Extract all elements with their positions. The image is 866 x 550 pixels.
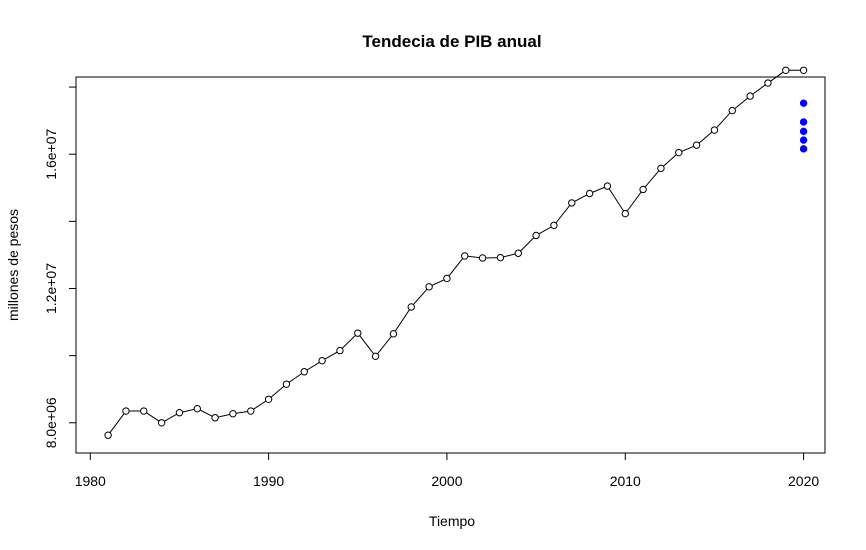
- forecast-point: [799, 118, 808, 126]
- data-point: [764, 79, 772, 87]
- data-point: [782, 66, 790, 74]
- data-point: [211, 414, 219, 422]
- data-point: [425, 283, 433, 291]
- x-tick-label: 2010: [610, 473, 641, 489]
- data-point: [657, 164, 665, 173]
- forecast-point: [799, 136, 808, 144]
- data-point: [157, 419, 166, 427]
- series: [104, 66, 808, 439]
- data-point: [229, 410, 237, 418]
- data-point: [193, 404, 201, 413]
- data-point: [639, 185, 647, 194]
- x-tick-label: 2000: [431, 473, 462, 489]
- x-tick-label: 1990: [253, 473, 284, 489]
- data-point: [603, 182, 612, 190]
- data-point: [692, 141, 701, 149]
- y-axis: 8.0e+06 1.2e+07 1.6e+07: [43, 86, 76, 448]
- data-point: [746, 92, 754, 100]
- data-point: [318, 356, 326, 365]
- data-point: [443, 274, 451, 283]
- x-tick-label: 2020: [788, 473, 819, 489]
- data-point: [282, 380, 291, 388]
- data-point: [675, 148, 683, 157]
- series: [799, 99, 808, 153]
- x-axis: 1980 1990 2000 2010 2020: [75, 453, 819, 489]
- data-point: [175, 409, 184, 417]
- data-point: [461, 252, 469, 260]
- data-point: [247, 407, 255, 415]
- data-point: [710, 126, 719, 134]
- data-point: [585, 189, 594, 198]
- data-point: [264, 395, 273, 403]
- data-point: [514, 249, 522, 257]
- data-point: [568, 199, 576, 207]
- data-point: [550, 221, 558, 230]
- y-axis-label: millones de pesos: [5, 209, 21, 321]
- data-point: [122, 407, 130, 415]
- x-tick-label: 1980: [75, 473, 106, 489]
- forecast-point: [799, 127, 808, 136]
- data-point: [371, 352, 380, 361]
- data-point: [478, 254, 487, 262]
- data-point: [532, 231, 540, 240]
- y-tick-label: 1.6e+07: [43, 129, 59, 180]
- x-axis-label: Tiempo: [429, 513, 475, 529]
- data-point: [621, 209, 629, 218]
- data-point: [300, 368, 308, 376]
- data-point: [354, 329, 362, 337]
- series-layer: [104, 66, 808, 439]
- data-point: [140, 407, 148, 415]
- data-point: [389, 330, 398, 338]
- y-tick-label: 8.0e+06: [43, 397, 59, 448]
- data-point: [104, 431, 112, 439]
- forecast-point: [799, 145, 808, 153]
- data-point: [728, 106, 736, 115]
- data-point: [496, 253, 505, 262]
- data-point: [336, 346, 344, 355]
- chart-title: Tendecia de PIB anual: [362, 32, 541, 51]
- data-point: [799, 66, 808, 74]
- forecast-point: [799, 99, 808, 107]
- plot-box: [75, 76, 826, 454]
- series-line: [107, 69, 804, 436]
- data-point: [407, 303, 415, 311]
- y-tick-label: 1.2e+07: [43, 263, 59, 314]
